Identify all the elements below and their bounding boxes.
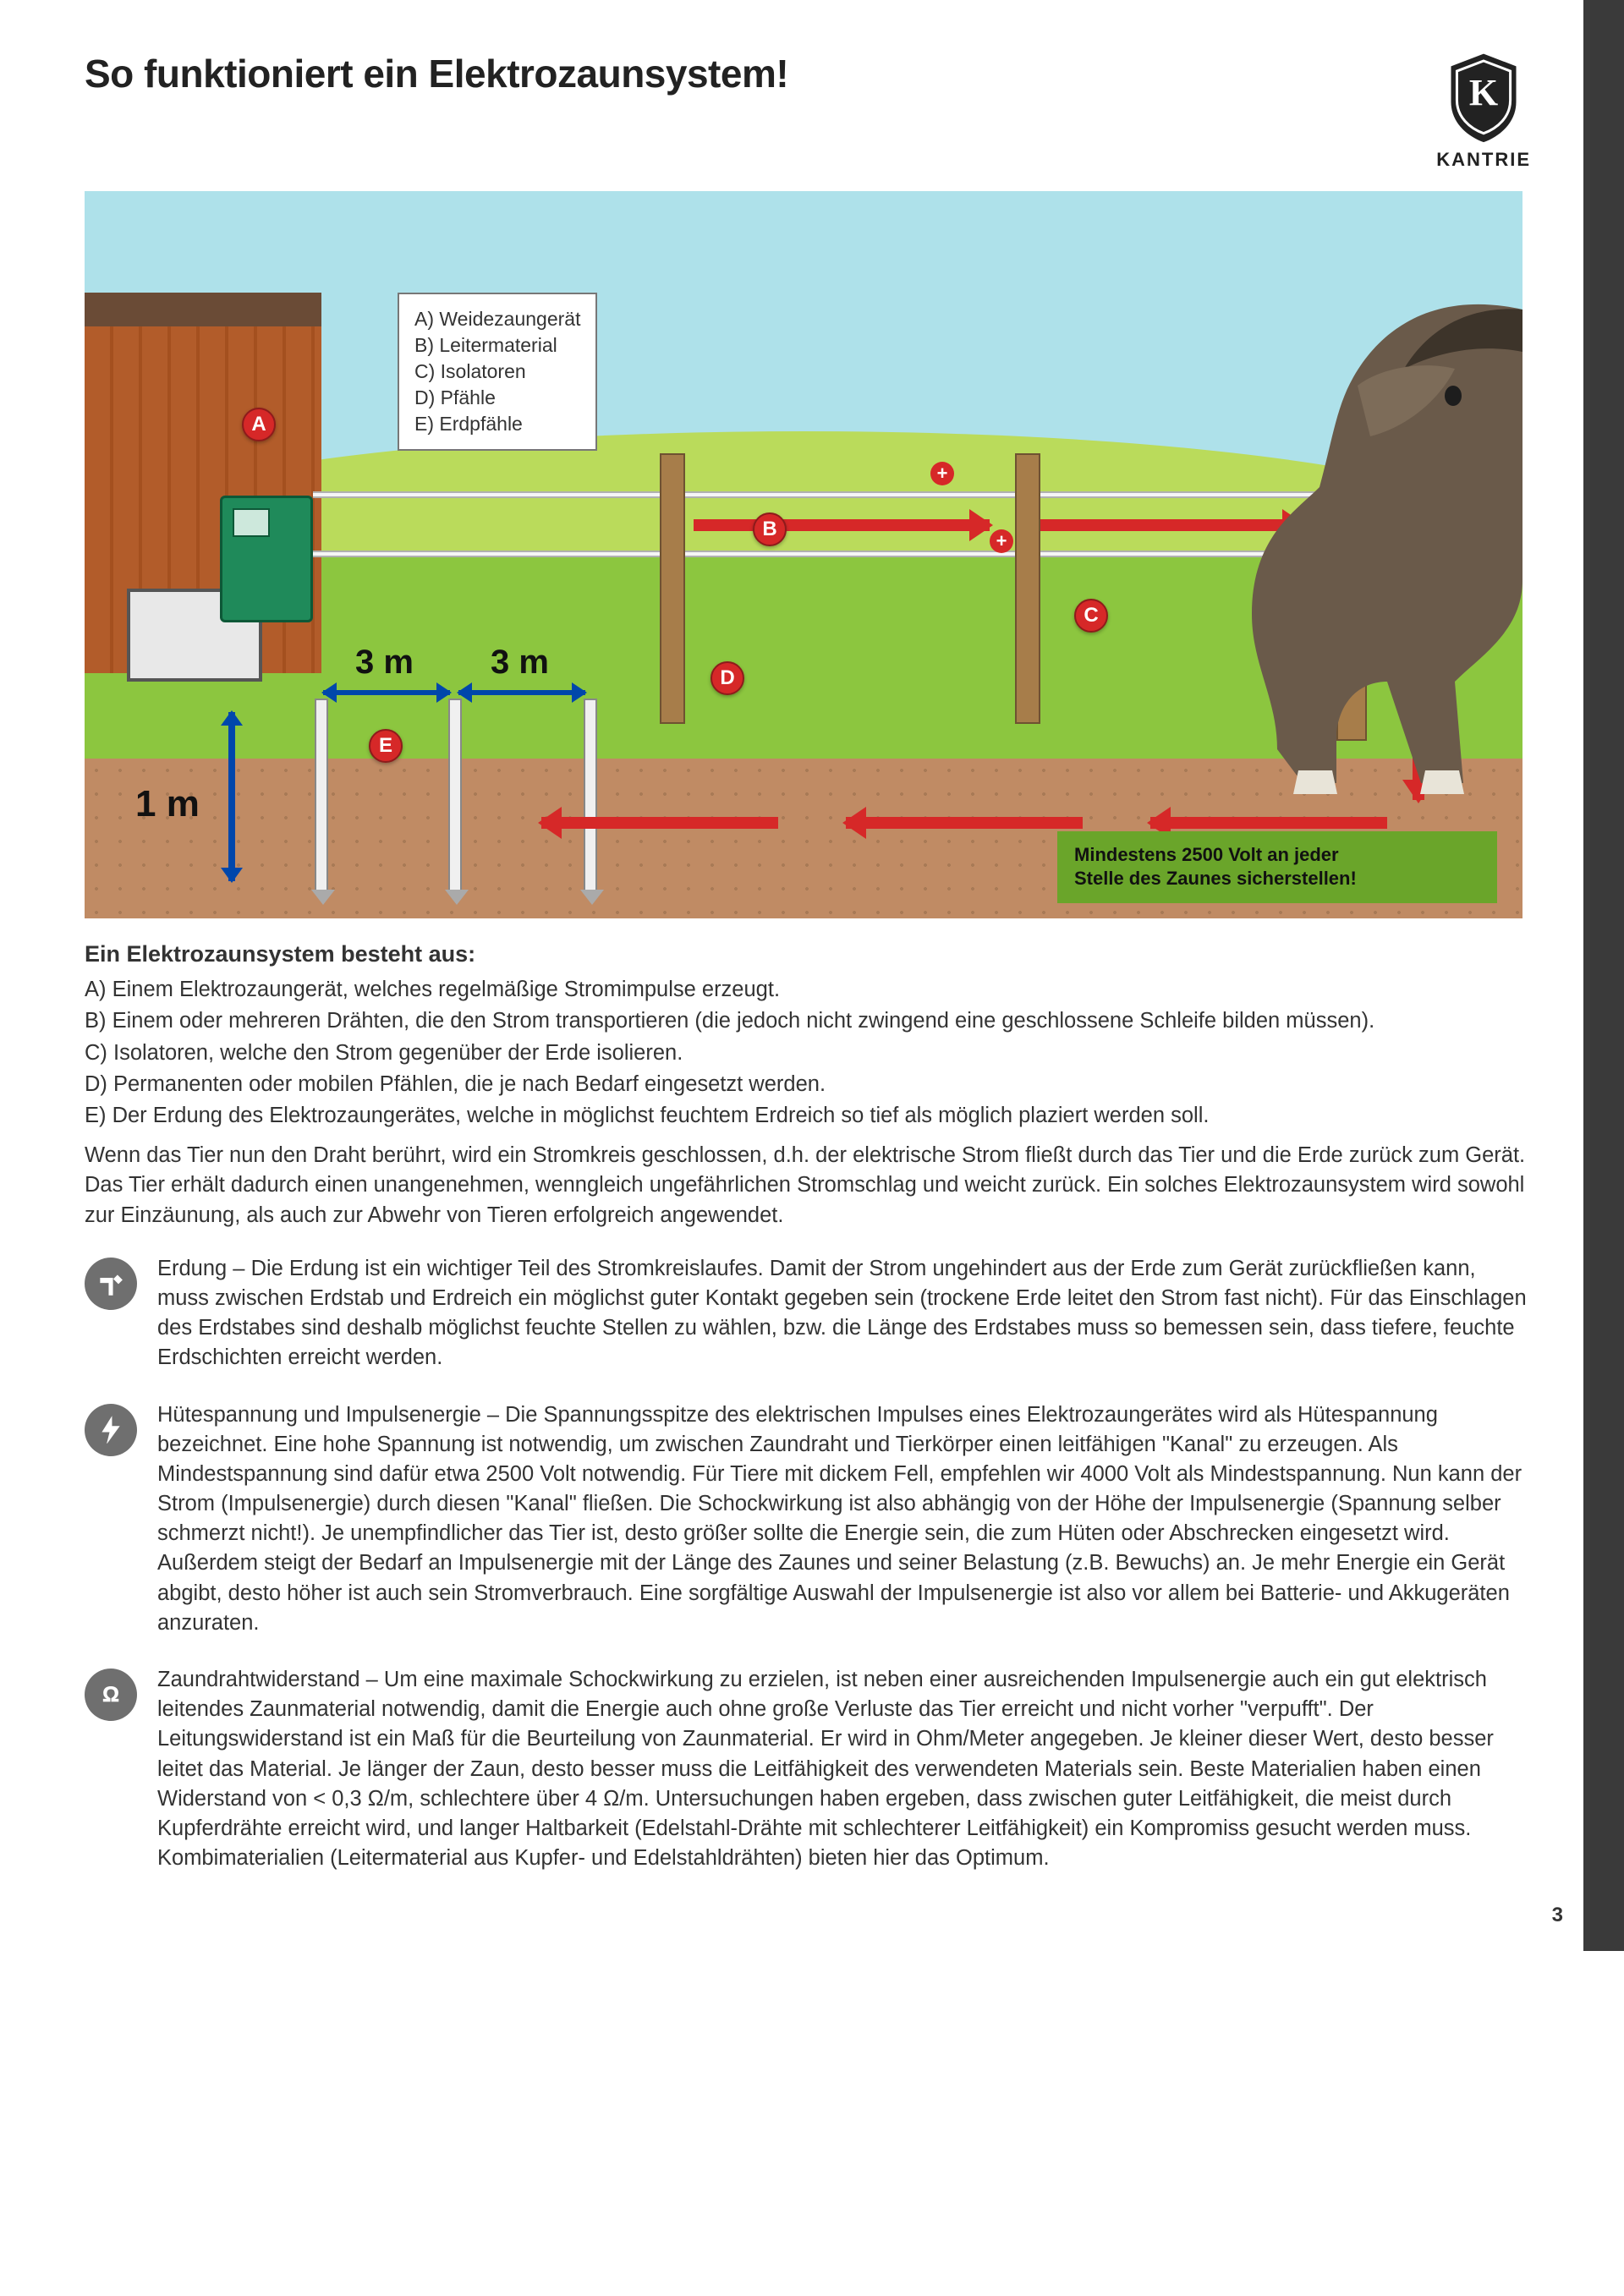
page-title: So funktioniert ein Elektrozaunsystem! [85,51,788,96]
voltage-note-l1: Mindestens 2500 Volt an jeder [1074,843,1480,868]
voltage-note-l2: Stelle des Zaunes sicherstellen! [1074,867,1480,891]
intro-title: Ein Elektrozaunsystem besteht aus: [85,939,1531,970]
current-arrow-icon [694,519,990,531]
svg-text:K: K [1469,72,1498,113]
fence-post [660,453,685,724]
current-return-arrow-icon [846,817,1083,829]
brand-logo: K KANTRIE [1436,51,1531,171]
info-block-huetespannung: Hütespannung und Impulsenergie – Die Spa… [85,1400,1531,1639]
margin-bar [1583,0,1624,1951]
current-return-arrow-icon [1150,817,1387,829]
voltage-note: Mindestens 2500 Volt an jeder Stelle des… [1057,831,1497,903]
badge-a: A [242,408,276,441]
info-block-erdung: Erdung – Die Erdung ist ein wichtiger Te… [85,1254,1531,1373]
bolt-icon [85,1404,137,1456]
component-b: B) Einem oder mehreren Drähten, die den … [85,1006,1531,1036]
widerstand-text: Zaundrahtwiderstand – Um eine maximale S… [157,1665,1531,1873]
component-e: E) Der Erdung des Elektrozaungerätes, we… [85,1101,1531,1131]
earth-rod [315,699,328,893]
header: So funktioniert ein Elektrozaunsystem! K… [85,51,1531,171]
earth-rod [584,699,597,893]
brand-name: KANTRIE [1436,149,1531,171]
component-d: D) Permanenten oder mobilen Pfählen, die… [85,1070,1531,1099]
page-number: 3 [1552,1904,1563,1927]
legend-item-e: E) Erdpfähle [414,411,580,437]
badge-b: B [753,512,787,546]
distance-arrow-icon [323,690,450,695]
legend-box: A) Weidezaungerät B) Leitermaterial C) I… [398,293,597,451]
huete-text: Hütespannung und Impulsenergie – Die Spa… [157,1400,1531,1639]
badge-e: E [369,729,403,763]
legend-item-b: B) Leitermaterial [414,332,580,359]
explanation-paragraph: Wenn das Tier nun den Draht berührt, wir… [85,1141,1531,1230]
earth-rod [448,699,462,893]
body-text: Ein Elektrozaunsystem besteht aus: A) Ei… [85,939,1531,1873]
component-c: C) Isolatoren, welche den Strom gegenübe… [85,1038,1531,1068]
depth-label: 1 m [135,783,200,825]
page: So funktioniert ein Elektrozaunsystem! K… [0,0,1624,1951]
legend-item-d: D) Pfähle [414,385,580,411]
info-block-widerstand: Ω Zaundrahtwiderstand – Um eine maximale… [85,1665,1531,1873]
hammer-icon [85,1258,137,1310]
erdung-text: Erdung – Die Erdung ist ein wichtiger Te… [157,1254,1531,1373]
horse-illustration [1083,259,1522,800]
badge-d: D [710,661,744,695]
component-a: A) Einem Elektrozaungerät, welches regel… [85,975,1531,1005]
plus-icon: + [930,462,954,485]
shield-icon: K [1443,51,1524,144]
fence-post [1015,453,1040,724]
component-list: A) Einem Elektrozaungerät, welches regel… [85,975,1531,1131]
depth-arrow-icon [228,712,235,881]
current-return-arrow-icon [541,817,778,829]
fence-energizer [220,496,313,622]
distance-label: 3 m [355,644,414,682]
plus-icon: + [990,529,1013,553]
legend-item-a: A) Weidezaungerät [414,306,580,332]
ohm-icon: Ω [85,1669,137,1721]
distance-arrow-icon [458,690,585,695]
distance-label: 3 m [491,644,549,682]
legend-item-c: C) Isolatoren [414,359,580,385]
electric-fence-diagram: A) Weidezaungerät B) Leitermaterial C) I… [85,191,1522,918]
svg-text:Ω: Ω [102,1684,119,1707]
